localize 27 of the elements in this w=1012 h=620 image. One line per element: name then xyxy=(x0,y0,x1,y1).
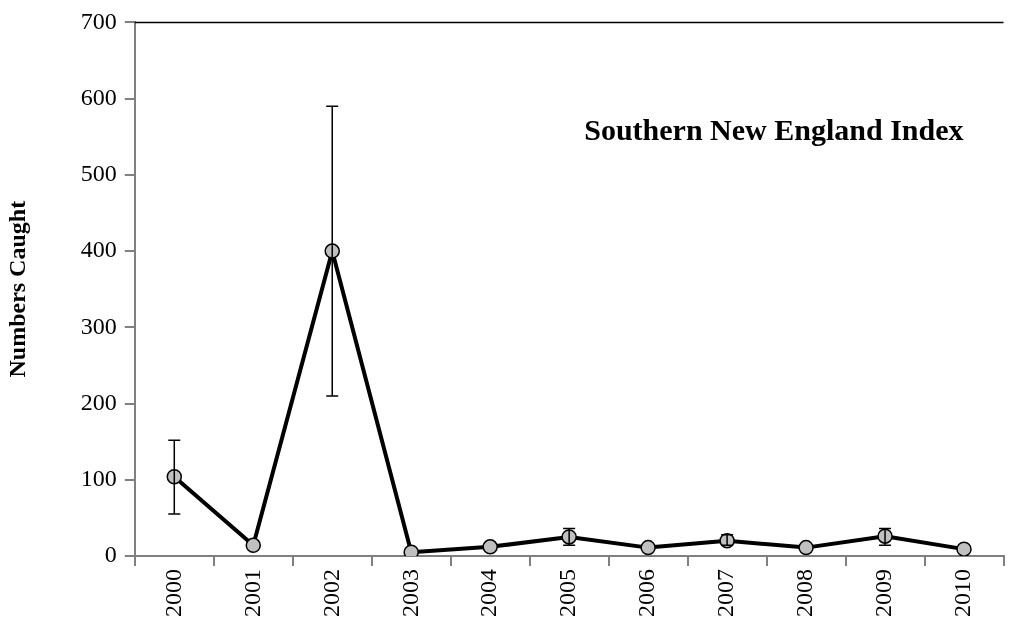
x-tick-label: 2000 xyxy=(159,569,186,617)
x-tick-label: 2006 xyxy=(633,569,660,617)
x-tick-label: 2005 xyxy=(554,569,581,617)
point xyxy=(166,468,183,485)
point xyxy=(956,541,972,556)
y-axis-title: Numbers Caught xyxy=(3,200,30,378)
y-tick-label: 500 xyxy=(80,160,117,187)
x-tick-label: 2010 xyxy=(949,569,976,617)
point xyxy=(798,539,814,556)
x-tick-label: 2008 xyxy=(791,569,818,617)
y-tick-label: 200 xyxy=(80,388,117,415)
y-tick-label: 400 xyxy=(80,236,117,263)
text: Southern New England Index xyxy=(584,113,964,147)
y-tick-label: 0 xyxy=(104,541,117,568)
y-tick-label: 700 xyxy=(80,7,117,34)
point xyxy=(640,539,656,556)
point xyxy=(245,537,262,554)
y-tick-label: 100 xyxy=(80,465,117,492)
x-tick-label: 2009 xyxy=(870,569,897,617)
x-tick-label: 2002 xyxy=(317,569,344,617)
x-tick-label: 2003 xyxy=(396,569,423,617)
y-tick-label: 600 xyxy=(80,83,117,110)
y-tick-label: 300 xyxy=(80,312,117,339)
x-tick-label: 2004 xyxy=(475,569,502,617)
x-tick-label: 2007 xyxy=(712,569,739,617)
x-tick-label: 2001 xyxy=(238,569,265,617)
point xyxy=(482,539,498,555)
